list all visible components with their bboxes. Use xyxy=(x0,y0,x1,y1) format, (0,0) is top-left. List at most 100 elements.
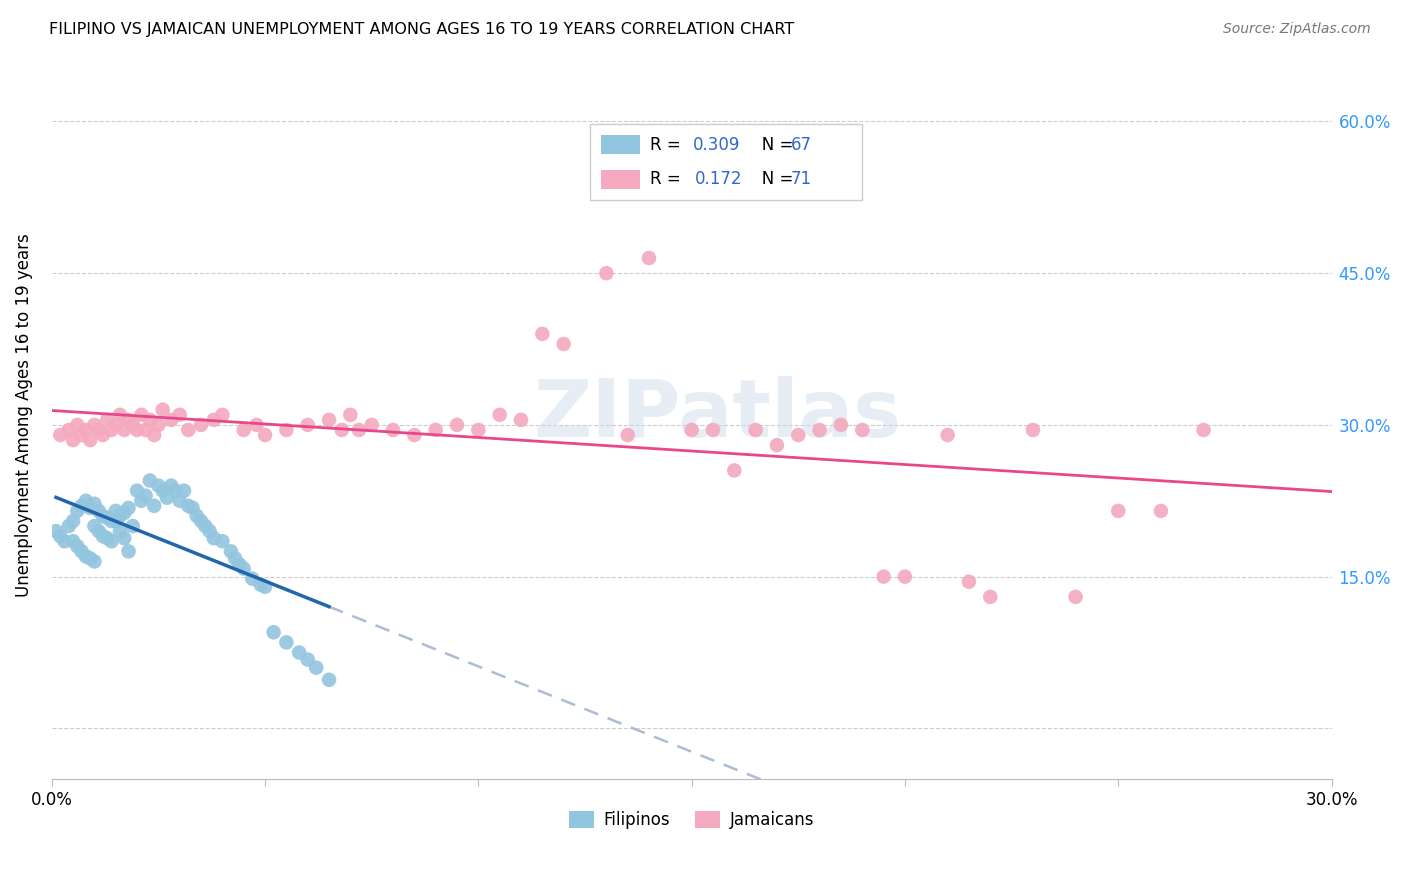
Point xyxy=(62,433,84,447)
Point xyxy=(53,534,76,549)
Point xyxy=(288,645,311,659)
Point xyxy=(254,428,277,442)
Point xyxy=(232,561,254,575)
Point xyxy=(979,590,1001,604)
Text: R =: R = xyxy=(651,136,686,153)
Point xyxy=(190,417,212,432)
Point xyxy=(108,524,131,538)
Point xyxy=(169,408,191,422)
Point xyxy=(169,493,191,508)
Legend: Filipinos, Jamaicans: Filipinos, Jamaicans xyxy=(562,805,821,836)
Point xyxy=(404,428,426,442)
Text: FILIPINO VS JAMAICAN UNEMPLOYMENT AMONG AGES 16 TO 19 YEARS CORRELATION CHART: FILIPINO VS JAMAICAN UNEMPLOYMENT AMONG … xyxy=(49,22,794,37)
Point xyxy=(83,497,105,511)
Text: 71: 71 xyxy=(792,170,813,188)
Point xyxy=(49,529,72,543)
Point xyxy=(100,423,122,437)
Text: ZIPatlas: ZIPatlas xyxy=(533,376,901,454)
Point xyxy=(117,413,139,427)
Point xyxy=(681,423,703,437)
Point xyxy=(66,504,89,518)
Point xyxy=(160,413,183,427)
Point xyxy=(165,483,187,498)
Point xyxy=(70,499,93,513)
Point xyxy=(232,423,254,437)
Point xyxy=(808,423,831,437)
Point xyxy=(100,534,122,549)
Point xyxy=(108,508,131,523)
Point xyxy=(240,572,263,586)
Point xyxy=(70,544,93,558)
Point xyxy=(125,423,148,437)
Point xyxy=(108,408,131,422)
Point xyxy=(488,408,510,422)
Point xyxy=(112,506,135,520)
Point xyxy=(143,428,166,442)
Point xyxy=(135,489,157,503)
Point xyxy=(276,635,298,649)
Point xyxy=(305,660,328,674)
Point xyxy=(347,423,370,437)
Point xyxy=(263,625,285,640)
Point xyxy=(91,529,114,543)
Point xyxy=(75,493,97,508)
Point xyxy=(467,423,489,437)
Point xyxy=(91,508,114,523)
Point xyxy=(87,423,110,437)
Point xyxy=(249,578,271,592)
Point xyxy=(510,413,533,427)
Text: Source: ZipAtlas.com: Source: ZipAtlas.com xyxy=(1223,22,1371,37)
Point xyxy=(219,544,242,558)
Point xyxy=(125,483,148,498)
Point xyxy=(83,554,105,568)
Text: 0.172: 0.172 xyxy=(696,170,742,188)
Point xyxy=(616,428,638,442)
Point xyxy=(112,531,135,545)
Point xyxy=(87,524,110,538)
Point xyxy=(318,673,340,687)
Point xyxy=(62,514,84,528)
Point xyxy=(553,337,575,351)
Point xyxy=(83,519,105,533)
Point xyxy=(152,402,174,417)
Point xyxy=(382,423,405,437)
Point xyxy=(202,413,225,427)
Point xyxy=(425,423,447,437)
Point xyxy=(104,514,127,528)
Point xyxy=(66,539,89,553)
Point xyxy=(297,652,319,666)
Point xyxy=(318,413,340,427)
Point xyxy=(75,423,97,437)
Point xyxy=(96,511,118,525)
Point xyxy=(1022,423,1045,437)
Point xyxy=(79,551,101,566)
Point xyxy=(194,519,217,533)
Point xyxy=(79,500,101,515)
Point xyxy=(96,531,118,545)
Point xyxy=(104,417,127,432)
Point xyxy=(156,491,179,505)
Point xyxy=(112,423,135,437)
Point xyxy=(91,428,114,442)
Point xyxy=(66,417,89,432)
Point xyxy=(186,508,208,523)
Point xyxy=(177,423,200,437)
Text: 0.309: 0.309 xyxy=(693,136,740,153)
Point xyxy=(117,544,139,558)
Point xyxy=(75,549,97,564)
Text: N =: N = xyxy=(747,170,799,188)
Point xyxy=(139,413,162,427)
Point xyxy=(83,417,105,432)
Point xyxy=(851,423,873,437)
Point xyxy=(100,514,122,528)
Point xyxy=(254,580,277,594)
Point xyxy=(198,524,221,538)
Point xyxy=(45,524,67,538)
Point xyxy=(131,408,153,422)
Point xyxy=(181,500,204,515)
Point xyxy=(58,423,80,437)
Point xyxy=(936,428,959,442)
Point xyxy=(211,534,233,549)
Point xyxy=(595,266,617,280)
Point xyxy=(79,433,101,447)
